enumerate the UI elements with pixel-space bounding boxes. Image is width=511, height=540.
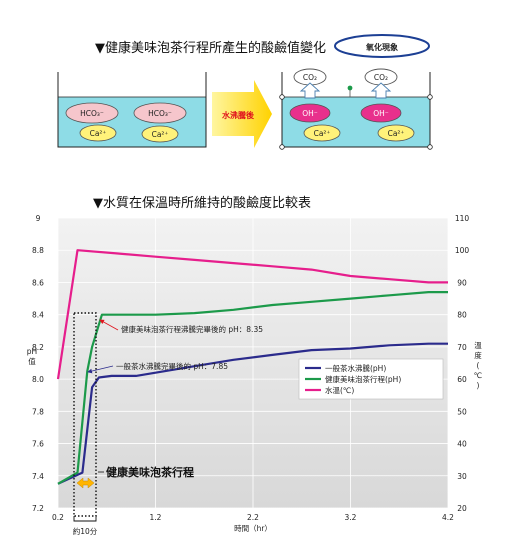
y-tick-left: 9 [36,214,41,223]
x-tick: 2.2 [247,513,259,522]
y-tick-left: 8.6 [32,278,44,287]
series-line-1 [57,291,448,485]
svg-text:值: 值 [28,356,36,366]
series-lines [56,249,448,485]
svg-text:CO₂: CO₂ [303,73,317,82]
y-tick-right: 50 [457,407,467,416]
ion-ca: Ca²⁺ [303,124,341,142]
arrow-label: 水沸騰後 [221,110,255,120]
svg-text:CO₂: CO₂ [374,73,388,82]
axis-ticks: 7.2 7.4 7.6 7.8 8.0 8.2 8.4 8.6 8.8 9 20 30 40 50 60 70… [32,214,469,522]
legend: 一般茶水沸騰(pH)健康美味泡茶行程(pH)水溫(℃) [298,358,444,400]
left-tank: HCO₃⁻ HCO₃⁻ Ca²⁺ Ca²⁺ [57,72,207,148]
x-axis-label: 時間（hr） [234,524,272,533]
svg-text:Ca²⁺: Ca²⁺ [90,129,107,138]
legend-label: 一般茶水沸騰(pH) [325,363,386,373]
y-tick-left: 8.0 [32,375,44,384]
svg-text:Ca²⁺: Ca²⁺ [388,129,405,138]
right-tank: CO₂ CO₂ OH⁻ OH⁻ Ca²⁺ Ca²⁺ [279,68,433,150]
y-tick-right: 30 [457,472,467,481]
annotation-healthy-process: 健康美味泡茶行程 [106,465,194,479]
x-tick: 3.2 [345,513,357,522]
x-tick: 0.2 [52,513,64,522]
y-tick-left: 8.4 [32,311,44,320]
y-axis-right-label-char: 度 [474,350,482,360]
annotation-green-ph: 健康美味泡茶行程沸騰完畢後的 pH：8.35 [121,324,263,334]
series-line-0 [57,342,448,485]
y-tick-left: 7.6 [32,440,44,449]
diagram-title: ▼健康美味泡茶行程所產生的酸鹼值變化 [95,40,326,56]
y-axis-right-label: 溫度(℃) [474,341,482,390]
badge-label: 氧化現象 [365,42,398,52]
ten-minute-label: 約10分 [73,526,98,536]
double-arrow-icon [76,477,95,489]
y-axis-right-label-char: ( [477,361,480,370]
y-axis-right-label-char: ℃ [474,371,482,380]
legend-box [298,358,444,400]
series-line-2 [56,249,448,380]
y-tick-left: 8.8 [32,246,44,255]
ion-hco3: HCO₃⁻ [65,102,119,124]
y-tick-right: 90 [457,278,467,287]
y-tick-left: 7.4 [32,472,44,481]
ion-ca: Ca²⁺ [377,124,415,142]
y-tick-right: 100 [455,246,470,255]
annotation-arrow-blue [87,365,114,374]
y-tick-left: 7.8 [32,407,44,416]
svg-text:OH⁻: OH⁻ [302,109,318,118]
svg-text:pH: pH [27,347,37,356]
legend-label: 水溫(℃) [325,385,354,395]
svg-text:Ca²⁺: Ca²⁺ [314,129,331,138]
legend-label: 健康美味泡茶行程(pH) [325,374,401,384]
ion-ca: Ca²⁺ [79,124,117,142]
svg-text:HCO₃⁻: HCO₃⁻ [148,109,172,118]
svg-text:HCO₃⁻: HCO₃⁻ [80,109,104,118]
y-tick-left: 8.2 [32,343,44,352]
x-tick: 1.2 [150,513,162,522]
y-axis-right-label-char: 溫 [474,341,482,350]
y-tick-right: 40 [457,440,467,449]
boil-arrow: 水沸騰後 [212,80,272,148]
svg-text:Ca²⁺: Ca²⁺ [152,130,169,139]
svg-text:OH⁻: OH⁻ [373,109,389,118]
y-tick-right: 20 [457,504,467,513]
x-tick: 4.2 [442,513,454,522]
y-tick-right: 60 [457,375,467,384]
y-tick-right: 70 [457,343,467,352]
ion-oh: OH⁻ [360,103,402,123]
y-axis-right-label-char: ) [477,381,480,390]
y-tick-right: 110 [455,214,470,223]
ion-oh: OH⁻ [289,103,331,123]
up-arrow-icon [299,82,321,99]
chart-title: ▼水質在保溫時所維持的酸鹼度比較表 [93,195,311,211]
oxidation-badge: 氧化現象 [334,34,430,58]
ion-hco3: HCO₃⁻ [133,102,187,124]
annotation-blue-ph: 一般茶水沸騰完畢後的 pH：7.85 [116,361,228,371]
y-tick-right: 80 [457,311,467,320]
ten-minute-box [73,312,97,517]
ion-ca: Ca²⁺ [141,125,179,143]
ten-minute-bracket [73,516,97,522]
y-axis-left-label: pH 值 [27,347,37,366]
up-arrow-icon [370,82,392,99]
y-tick-left: 7.2 [32,504,44,513]
annotation-arrow-green [99,319,119,331]
